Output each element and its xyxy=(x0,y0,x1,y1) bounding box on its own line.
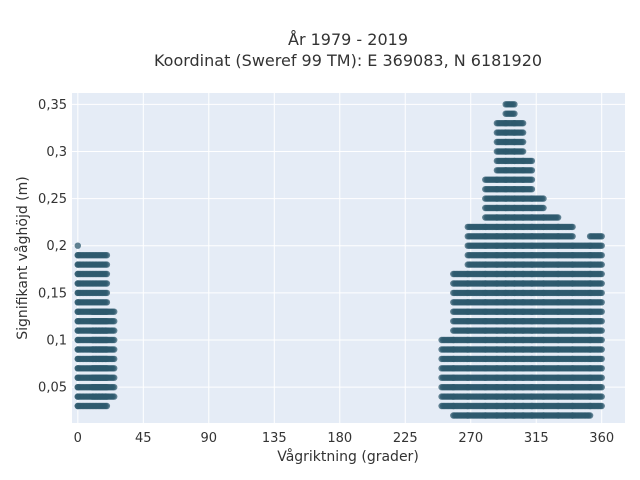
y-tick-label: 0,25 xyxy=(38,192,67,207)
data-point xyxy=(111,308,118,315)
y-tick-labels: 0,05 0,1 0,15 0,2 0,25 0,3 0,35 xyxy=(38,98,67,396)
x-tick-label: 225 xyxy=(393,431,418,446)
y-tick-label: 0,15 xyxy=(38,286,67,301)
data-point xyxy=(598,280,605,287)
data-point xyxy=(598,289,605,297)
data-point xyxy=(103,402,111,410)
x-tick-label: 360 xyxy=(589,431,614,446)
data-point xyxy=(519,129,527,136)
data-point xyxy=(511,101,518,108)
data-point xyxy=(111,336,118,344)
x-tick-label: 45 xyxy=(135,431,152,446)
data-point xyxy=(598,308,605,315)
data-point xyxy=(111,393,118,400)
data-point xyxy=(111,346,118,353)
data-point xyxy=(586,412,594,419)
y-tick-label: 0,3 xyxy=(46,145,67,160)
data-point xyxy=(598,270,605,278)
data-point xyxy=(519,120,527,127)
data-point xyxy=(598,318,605,325)
data-point xyxy=(598,393,605,400)
data-point xyxy=(598,336,605,344)
data-points xyxy=(74,101,605,419)
data-point xyxy=(598,233,605,240)
data-point xyxy=(103,252,111,259)
data-point xyxy=(598,355,605,363)
x-tick-label: 315 xyxy=(524,431,549,446)
data-point xyxy=(598,346,605,353)
data-point xyxy=(103,261,111,268)
data-point xyxy=(598,365,605,372)
y-tick-label: 0,1 xyxy=(46,334,67,349)
x-axis-title: Vågriktning (grader) xyxy=(277,448,419,465)
data-point xyxy=(569,223,576,231)
data-point xyxy=(528,176,536,183)
data-point xyxy=(111,374,118,381)
data-point xyxy=(528,157,536,165)
x-tick-label: 270 xyxy=(458,431,483,446)
x-tick-label: 90 xyxy=(201,431,218,446)
data-point xyxy=(554,214,562,221)
data-point xyxy=(598,261,605,268)
data-point xyxy=(598,327,605,334)
data-point xyxy=(74,242,82,249)
data-point xyxy=(598,402,605,410)
y-axis-title: Signifikant våghöjd (m) xyxy=(14,176,31,339)
y-tick-label: 0,35 xyxy=(38,98,67,113)
data-point xyxy=(528,167,536,174)
data-point xyxy=(111,355,118,363)
x-tick-label: 0 xyxy=(74,431,82,446)
chart-title: År 1979 - 2019 xyxy=(288,30,408,49)
data-point xyxy=(528,186,536,193)
data-point xyxy=(103,289,111,297)
data-point xyxy=(598,299,605,306)
data-point xyxy=(569,233,576,240)
data-point xyxy=(540,204,547,212)
data-point xyxy=(111,318,118,325)
data-point xyxy=(111,365,118,372)
data-point xyxy=(111,327,118,334)
data-point xyxy=(519,148,527,155)
y-tick-label: 0,2 xyxy=(46,239,67,254)
data-point xyxy=(598,374,605,381)
data-point xyxy=(598,252,605,259)
x-tick-label: 180 xyxy=(327,431,352,446)
x-tick-labels: 0 45 90 135 180 225 270 315 360 xyxy=(74,431,614,446)
chart-subtitle: Koordinat (Sweref 99 TM): E 369083, N 61… xyxy=(154,51,542,70)
data-point xyxy=(511,110,518,117)
data-point xyxy=(103,270,111,278)
x-tick-label: 135 xyxy=(262,431,287,446)
y-tick-label: 0,05 xyxy=(38,381,67,396)
data-point xyxy=(540,195,547,202)
data-point xyxy=(111,384,118,391)
data-point xyxy=(103,280,111,287)
data-point xyxy=(519,138,527,146)
data-point xyxy=(103,299,111,306)
data-point xyxy=(598,242,605,249)
data-point xyxy=(598,384,605,391)
